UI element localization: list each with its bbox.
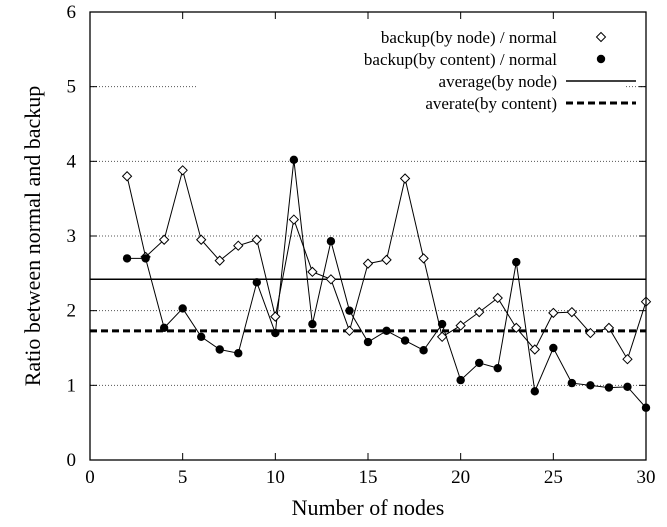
point-by-content <box>400 336 410 345</box>
x-axis-title: Number of nodes <box>292 495 445 520</box>
point-by-content <box>437 319 447 329</box>
point-by-node <box>418 253 429 264</box>
point-by-node <box>362 258 374 269</box>
point-by-content <box>382 326 391 336</box>
point-by-content <box>456 375 465 385</box>
point-by-node <box>492 292 503 304</box>
plot-frame <box>89 11 647 461</box>
point-by-content <box>289 155 299 165</box>
point-by-content <box>530 387 539 396</box>
point-by-content <box>234 349 243 358</box>
point-by-node <box>251 234 263 245</box>
point-by-node <box>344 325 355 337</box>
point-by-node <box>473 306 485 318</box>
legend-label: backup(by node) / normal <box>381 28 557 47</box>
point-by-content <box>475 358 484 368</box>
point-by-node <box>233 240 244 251</box>
point-by-content <box>215 345 224 354</box>
point-by-node <box>622 353 633 365</box>
point-by-node <box>436 331 448 343</box>
x-tick-label: 20 <box>451 467 470 488</box>
point-by-node <box>566 306 578 318</box>
legend-label: average(by node) <box>439 72 557 91</box>
y-tick-label: 2 <box>67 301 77 322</box>
point-by-content <box>252 278 261 287</box>
point-by-node <box>381 254 392 266</box>
point-by-content <box>178 304 187 313</box>
point-by-content <box>326 237 336 246</box>
point-by-content <box>363 337 373 347</box>
point-by-content <box>623 382 632 392</box>
legend-symbol-by-content <box>596 54 606 64</box>
point-by-node <box>455 320 466 331</box>
x-tick-label: 15 <box>359 467 378 488</box>
point-by-content <box>512 257 521 267</box>
y-tick-label: 6 <box>67 2 77 23</box>
y-tick-label: 4 <box>67 151 77 172</box>
x-tick-label: 30 <box>637 467 656 488</box>
point-by-content <box>549 343 558 353</box>
average-lines <box>90 278 646 333</box>
point-by-content <box>493 363 502 373</box>
y-tick-label: 3 <box>67 226 77 247</box>
point-by-content <box>586 381 595 390</box>
point-by-content <box>308 319 317 329</box>
axis-ticks: 0 5 10 15 20 25 30 0 1 2 3 4 5 6 <box>67 2 656 488</box>
point-by-node <box>121 171 133 182</box>
y-tick-label: 1 <box>67 375 77 396</box>
y-tick-label: 0 <box>67 450 77 471</box>
point-by-node <box>158 234 170 245</box>
point-by-node <box>214 255 225 266</box>
point-by-node <box>325 274 337 285</box>
point-by-node <box>307 266 318 278</box>
legend: backup(by node) / normal backup(by conten… <box>364 28 636 113</box>
point-by-content <box>122 254 132 263</box>
point-by-node <box>399 173 411 184</box>
point-by-node <box>548 307 559 319</box>
point-by-content <box>197 332 206 341</box>
point-by-node <box>511 322 522 334</box>
legend-symbol-by-node <box>595 31 607 43</box>
x-tick-label: 10 <box>266 467 285 488</box>
x-tick-label: 5 <box>178 467 188 488</box>
grid-lines <box>90 86 646 386</box>
point-by-node <box>270 311 281 322</box>
point-by-content <box>345 306 354 315</box>
point-by-content <box>604 383 614 392</box>
point-by-node <box>288 214 300 225</box>
series-by-content-line <box>127 159 647 409</box>
y-axis-title: Ratio between normal and backup <box>20 86 45 387</box>
point-by-content <box>159 323 169 333</box>
point-by-content <box>419 346 428 355</box>
point-by-content <box>141 254 150 263</box>
point-by-content <box>567 378 577 388</box>
legend-label: averate(by content) <box>425 94 557 113</box>
x-tick-label: 0 <box>85 467 95 488</box>
point-by-node <box>177 165 188 176</box>
point-by-node <box>529 344 541 355</box>
data-series <box>121 155 652 412</box>
y-tick-label: 5 <box>67 77 77 98</box>
point-by-content <box>271 328 280 338</box>
x-tick-label: 25 <box>544 467 563 488</box>
point-by-node <box>195 234 207 245</box>
point-by-node <box>603 322 615 334</box>
point-by-node <box>585 327 596 339</box>
legend-label: backup(by content) / normal <box>364 50 557 69</box>
